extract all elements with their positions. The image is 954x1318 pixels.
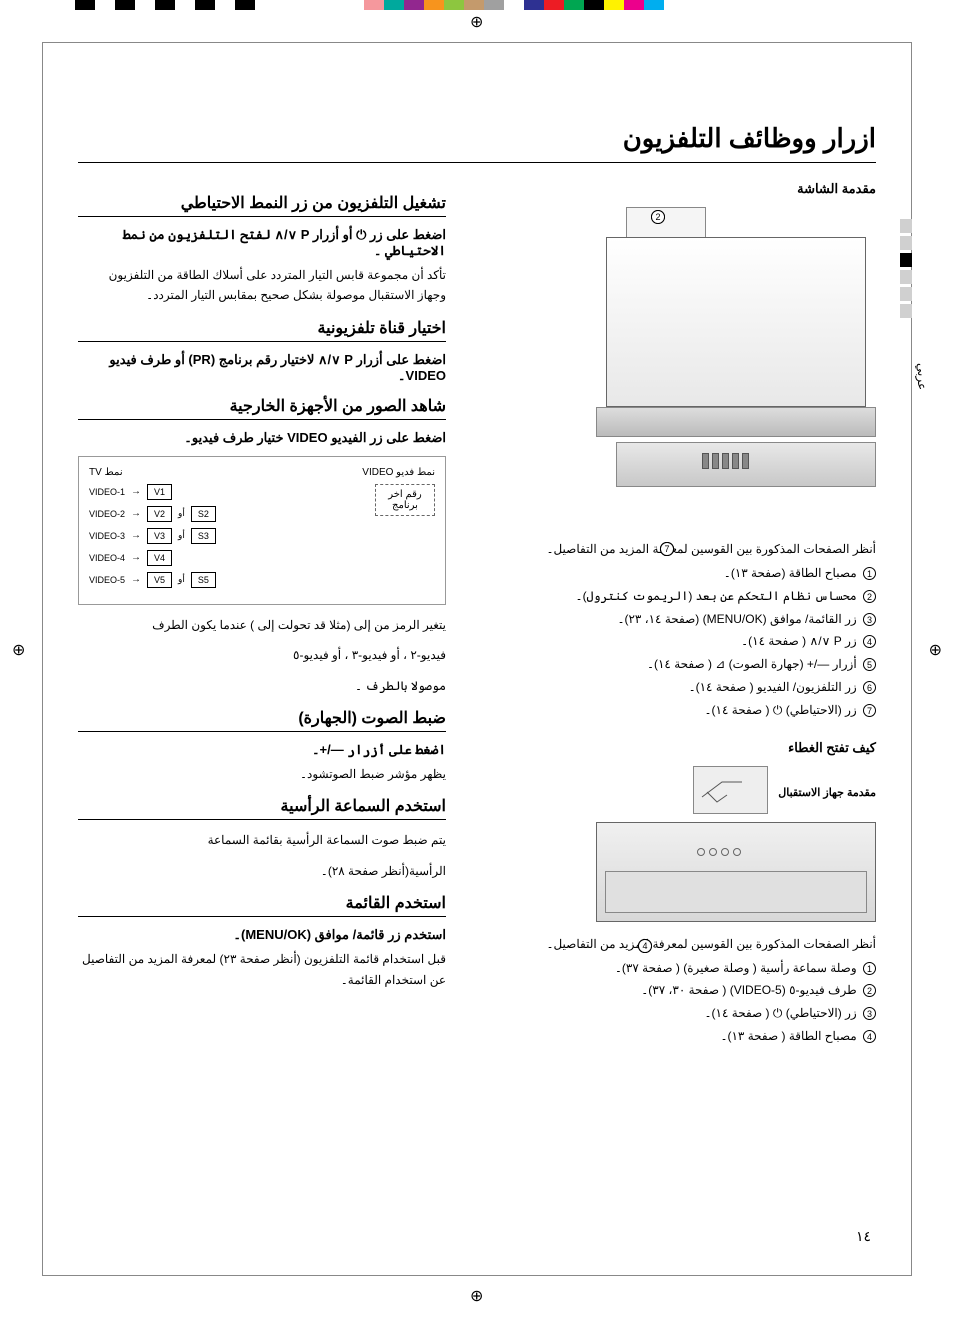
section-menu-body: قبل استخدام قائمة التلفزيون (أنظر صفحة ٢… [78, 949, 446, 990]
print-color-bar-left [75, 0, 255, 10]
ref-item: 1 مصباح الطاقة (صفحة ١٣)۔ [476, 562, 876, 585]
video-mode-diagram: نمط فديو VIDEO نمط TV VIDEO-1→V1 VIDEO-2→… [78, 456, 446, 605]
section-menu-bold: استخدم زر قائمة/ موافق (MENU/OK)۔ [78, 927, 446, 943]
ref-item: 4 مصباح الطاقة ( صفحة ١٣)۔ [476, 1025, 876, 1048]
page-number: ١٤ [856, 1228, 871, 1245]
ref-item: 3 زر (الاحتياطي) ⏻ ( صفحة ١٤)۔ [476, 1002, 876, 1025]
last-program-box: رقم اخر برنامج [375, 484, 435, 516]
registration-mark-icon: ⊕ [470, 12, 483, 32]
section-volume-body: يظهر مؤشر ضبط الصوتشود۔ [78, 764, 446, 784]
page-frame: عربي ازرار ووظائف التلفزيون مقدمة الشاشة… [42, 42, 912, 1276]
tv-illustration: 1 2 [596, 207, 876, 527]
column-left: تشغيل التلفزيون من زر النمط الاحتياطي اض… [78, 181, 446, 1066]
video-note-3: موصولا بالطرف ۔ [78, 676, 446, 696]
screen-refs-list: 1 مصباح الطاقة (صفحة ١٣)۔2 محساس نظام ال… [476, 562, 876, 722]
video-row: VIDEO-4→V4 [89, 550, 355, 566]
receiver-refs-intro: أنظر الصفحات المذكورة بين القوسين لمعرفة… [476, 937, 876, 951]
ref-item: 5 أزرار —/+ (جهارة الصوت) ⊿ ( صفحة ١٤)۔ [476, 653, 876, 676]
section-standby-body: تأكد أن مجموعة قابس التيار المتردد على أ… [78, 265, 446, 306]
section-headphone-body1: يتم ضبط صوت السماعة الرأسية بقائمة السما… [78, 830, 446, 850]
section-volume-bold: اضغط على أزرار —/+۔ [78, 742, 446, 758]
video-note-1: يتغير الرمز من إلى (مثلا قد تحولت إلى ) … [78, 615, 446, 635]
video-row: VIDEO-3→V3أوS3 [89, 528, 355, 544]
video-row: VIDEO-2→V2أوS2 [89, 506, 355, 522]
section-headphone-title: استخدم السماعة الرأسية [78, 796, 446, 820]
diagram-header-tv: نمط TV [89, 467, 123, 478]
section-menu-title: استخدم القائمة [78, 893, 446, 917]
receiver-illustration: 1 2 3 4 [596, 822, 876, 922]
ref-item: 1 وصلة سماعة رأسية ( وصلة صغيرة) ( صفحة … [476, 957, 876, 980]
ref-item: 4 زر P ∨/∧ ( صفحة ١٤)۔ [476, 630, 876, 653]
cover-open-heading: كيف تفتح الغطاء [476, 740, 876, 756]
cover-thumb-illustration [693, 766, 768, 814]
registration-mark-icon: ⊕ [470, 1286, 483, 1306]
ref-item: 6 زر التلفزيون/ الفيديو ( صفحة ١٤)۔ [476, 676, 876, 699]
section-channel-title: اختيار قناة تلفزيونية [78, 318, 446, 342]
section-volume-title: ضبط الصوت (الجهارة) [78, 708, 446, 732]
title-rule [78, 162, 876, 163]
video-note-2: فيديو-٢ ، أو فيديو-٣ ، أو فيديو-٥ [78, 645, 446, 665]
page-title: ازرار ووظائف التلفزيون [78, 123, 876, 154]
callout-2: 2 [651, 210, 665, 224]
ref-item: 3 زر القائمة/ موافق (MENU/OK) (صفحة ١٤، … [476, 608, 876, 631]
registration-mark-icon: ⊕ [12, 640, 25, 660]
screen-intro-heading: مقدمة الشاشة [476, 181, 876, 197]
ref-item: 2 محساس نظام التحكم عن بعد (الريموت كنتر… [476, 585, 876, 608]
section-headphone-body2: الرأسية(أنظر صفحة ٢٨)۔ [78, 861, 446, 881]
section-channel-bold: اضغط على أزرار P ∨/∧ لاختيار رقم برنامج … [78, 352, 446, 384]
callout-r4: 4 [638, 939, 652, 953]
print-color-bar-right [364, 0, 664, 10]
section-standby-title: تشغيل التلفزيون من زر النمط الاحتياطي [78, 193, 446, 217]
column-right: مقدمة الشاشة 1 2 [476, 181, 876, 1066]
section-external-title: شاهد الصور من الأجهزة الخارجية [78, 396, 446, 420]
cover-open-row: مقدمة جهاز الاستقبال [476, 766, 876, 814]
diagram-header-video: نمط فديو VIDEO [362, 467, 435, 478]
ref-item: 7 زر (الاحتياطي) ⏻ ( صفحة ١٤)۔ [476, 699, 876, 722]
receiver-intro-label: مقدمة جهاز الاستقبال [778, 766, 876, 799]
receiver-refs-list: 1 وصلة سماعة رأسية ( وصلة صغيرة) ( صفحة … [476, 957, 876, 1048]
callout-7: 7 [660, 542, 674, 556]
registration-mark-icon: ⊕ [929, 640, 942, 660]
video-row: VIDEO-5→V5أوS5 [89, 572, 355, 588]
section-external-bold: اضغط على زر الفيديو VIDEO ختيار طرف فيدي… [78, 430, 446, 446]
ref-item: 2 طرف فيديو-٥ (VIDEO-5) ( صفحة ٣٠، ٣٧)۔ [476, 979, 876, 1002]
video-row: VIDEO-1→V1 [89, 484, 355, 500]
section-standby-bold: اضغط على زر ⏻ أو أزرار P ∨/∧ لفتح التلفز… [78, 227, 446, 259]
screen-refs-intro: أنظر الصفحات المذكورة بين القوسين لمعرفة… [476, 542, 876, 556]
side-language-label: عربي [915, 363, 929, 390]
